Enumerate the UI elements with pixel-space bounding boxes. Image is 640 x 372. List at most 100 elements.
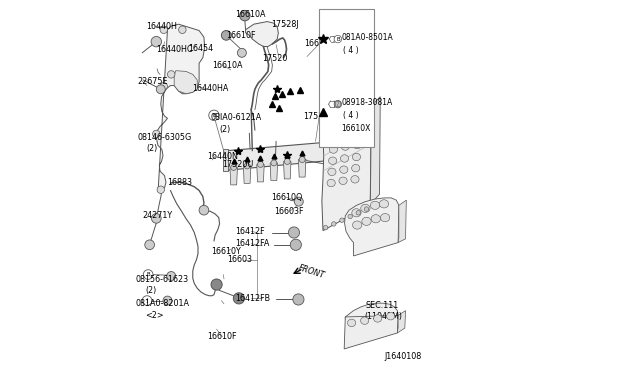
Polygon shape [246,22,278,46]
Circle shape [237,48,246,57]
Ellipse shape [342,120,351,127]
Text: J1640108: J1640108 [384,352,421,361]
Text: <2>: <2> [145,311,164,320]
Text: 1663BM: 1663BM [305,39,337,48]
Circle shape [221,31,231,40]
Ellipse shape [331,123,339,130]
Ellipse shape [362,217,371,225]
Text: 16610Q: 16610Q [271,193,303,202]
Ellipse shape [352,209,361,217]
Polygon shape [398,200,406,243]
Polygon shape [156,24,205,190]
Text: B: B [147,272,150,277]
Ellipse shape [354,129,362,137]
Circle shape [323,225,328,230]
Text: 16440H: 16440H [146,22,177,31]
Text: 08918-3081A: 08918-3081A [342,98,393,107]
Text: 16610X: 16610X [342,124,371,133]
Text: (2): (2) [220,125,231,134]
Ellipse shape [348,319,356,327]
Ellipse shape [371,215,380,223]
Polygon shape [346,303,398,326]
Polygon shape [257,164,264,182]
Text: J: J [146,298,148,303]
Ellipse shape [330,146,337,153]
Circle shape [239,10,250,21]
Polygon shape [227,142,328,170]
Text: 17520: 17520 [262,54,288,63]
Ellipse shape [340,166,348,173]
Text: 16440N: 16440N [207,152,238,161]
Polygon shape [370,97,380,205]
Polygon shape [284,161,291,179]
Circle shape [145,240,154,250]
Circle shape [231,164,237,170]
Polygon shape [344,315,398,349]
Text: 17520U: 17520U [222,160,253,169]
Polygon shape [324,94,371,116]
Ellipse shape [328,168,336,176]
Text: SEC.111: SEC.111 [331,130,364,139]
Ellipse shape [328,157,337,164]
Ellipse shape [353,153,360,161]
Circle shape [167,272,175,280]
Circle shape [284,158,291,164]
Text: 16610Y: 16610Y [211,247,241,256]
Text: 08IA0-6121A: 08IA0-6121A [211,113,262,122]
Circle shape [151,36,161,47]
Circle shape [152,214,161,223]
Polygon shape [322,105,371,231]
Text: 16440HA: 16440HA [191,84,228,93]
Text: ( 4 ): ( 4 ) [344,111,359,120]
Ellipse shape [387,312,395,320]
Text: 08156-61623: 08156-61623 [136,275,189,283]
Ellipse shape [342,131,350,138]
Text: 16610A: 16610A [212,61,243,70]
Text: 081A0-8201A: 081A0-8201A [136,299,189,308]
Text: 17528J: 17528J [271,20,298,29]
Circle shape [364,207,369,211]
Text: 16454: 16454 [188,44,213,53]
Circle shape [293,294,304,305]
Circle shape [348,214,353,219]
Polygon shape [344,198,399,256]
Text: 16883: 16883 [168,178,193,187]
Text: SEC.111: SEC.111 [365,301,399,310]
Circle shape [334,35,342,43]
Circle shape [291,239,301,250]
Circle shape [257,161,264,167]
Polygon shape [270,163,278,180]
Text: <11041>: <11041> [331,141,370,150]
Circle shape [271,160,277,166]
Circle shape [294,197,303,206]
Circle shape [152,130,160,138]
Circle shape [234,293,244,304]
Ellipse shape [351,176,359,183]
Circle shape [160,83,168,90]
Ellipse shape [361,204,370,212]
Circle shape [142,296,152,305]
Ellipse shape [351,164,360,172]
Circle shape [334,100,342,108]
Text: 081A0-8501A: 081A0-8501A [342,33,394,42]
Text: 16440HC: 16440HC [156,45,193,54]
Polygon shape [298,160,306,177]
Text: N: N [336,102,340,107]
Text: 16412FB: 16412FB [236,294,271,303]
Ellipse shape [374,315,381,322]
Circle shape [356,211,360,215]
Ellipse shape [330,134,338,141]
Polygon shape [223,149,228,171]
Circle shape [179,26,186,33]
Ellipse shape [341,143,349,150]
Circle shape [211,279,222,290]
Ellipse shape [353,221,362,229]
Ellipse shape [339,177,347,185]
Circle shape [289,227,300,238]
Text: 24271Y: 24271Y [143,211,173,219]
Bar [319,9,374,147]
Text: 16603F: 16603F [275,207,304,216]
Text: 16610F: 16610F [227,31,256,40]
Text: (11041M): (11041M) [364,312,402,321]
Polygon shape [397,311,406,333]
